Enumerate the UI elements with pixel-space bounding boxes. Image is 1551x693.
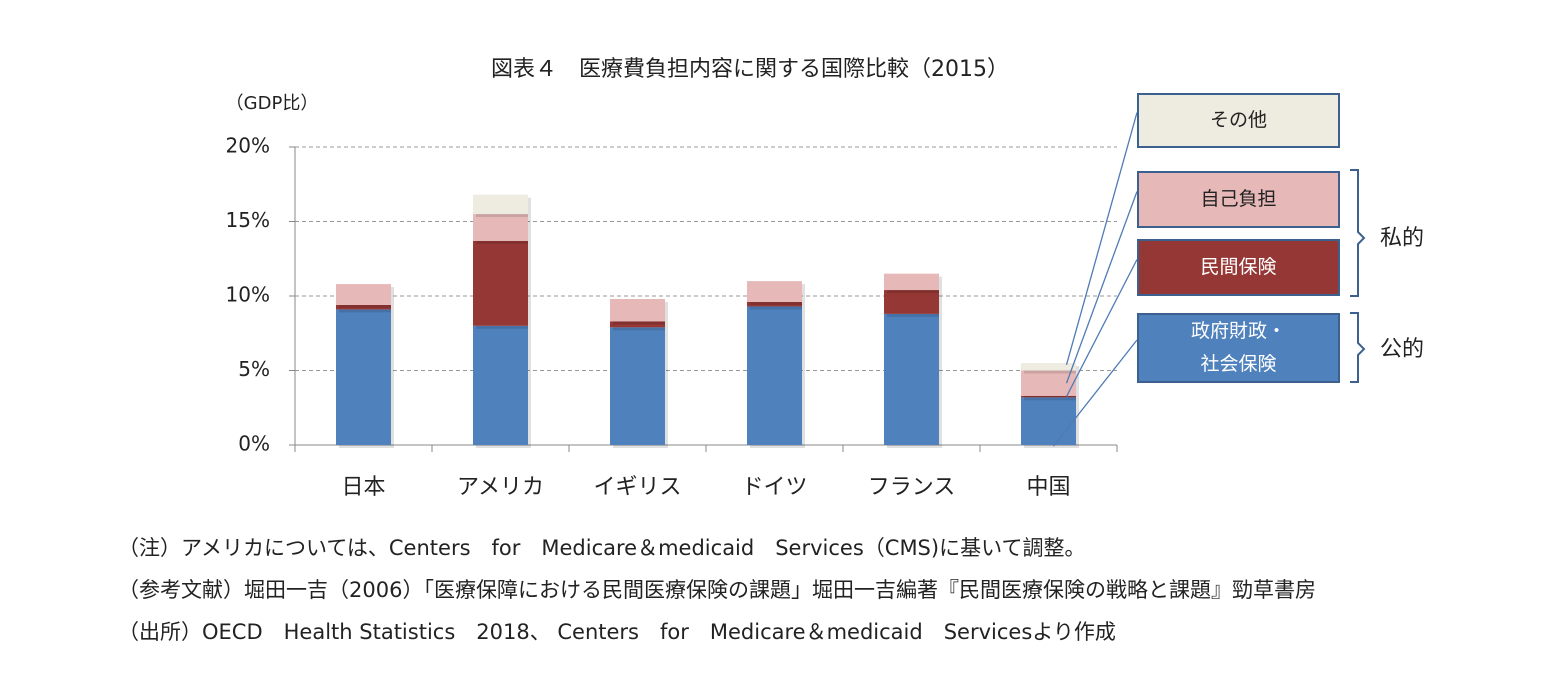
- group-label: 公的: [1380, 337, 1424, 362]
- legend-label: 自己負担: [1200, 188, 1277, 210]
- y-tick-label: 20%: [226, 134, 270, 158]
- y-axis-label: （GDP比）: [226, 93, 319, 114]
- bar-segment: [473, 214, 528, 241]
- legend-item: 自己負担: [1137, 171, 1340, 228]
- x-tick-label: フランス: [868, 475, 956, 500]
- leader-line: [1065, 112, 1138, 365]
- bar-segment: [747, 281, 802, 302]
- bracket: [1350, 169, 1366, 297]
- x-tick-label: アメリカ: [457, 475, 544, 500]
- x-tick-label: 中国: [1026, 475, 1070, 500]
- bar-segment: [747, 306, 802, 445]
- bar-segment: [610, 327, 665, 445]
- legend-label: 民間保険: [1200, 256, 1277, 278]
- legend-label: その他: [1209, 109, 1267, 131]
- leader-line: [1065, 191, 1138, 384]
- legend-item: 民間保険: [1137, 239, 1340, 296]
- group-label: 私的: [1380, 226, 1424, 251]
- bar-segment: [473, 194, 528, 215]
- bar-segment: [336, 309, 391, 445]
- bar-segment: [884, 273, 939, 291]
- y-tick-label: 15%: [226, 208, 270, 232]
- bar-segment: [473, 240, 528, 326]
- note: （注）アメリカについては、Centers for Medicare＆medica…: [118, 536, 1086, 560]
- bar-segment: [747, 301, 802, 307]
- leader-line: [1052, 339, 1138, 447]
- legend-item: その他: [1137, 93, 1340, 148]
- bar-segment: [884, 290, 939, 314]
- x-tick-label: 日本: [341, 475, 385, 500]
- bar-segment: [1021, 363, 1076, 371]
- bar-segment: [473, 325, 528, 445]
- bar-segment: [1021, 370, 1076, 396]
- bar-segment: [610, 321, 665, 328]
- note: （参考文献）堀田一吉（2006）「医療保障における民間医療保険の課題」堀田一吉編…: [118, 578, 1316, 602]
- chart-title: 図表４ 医療費負担内容に関する国際比較（2015）: [491, 57, 1009, 82]
- bar-segment: [336, 304, 391, 310]
- bar-shadow: [613, 324, 668, 331]
- bar-segment: [884, 313, 939, 445]
- bar-segment: [1021, 397, 1076, 445]
- x-tick-label: イギリス: [593, 475, 681, 500]
- y-tick-label: 5%: [238, 357, 270, 381]
- y-tick-label: 0%: [238, 432, 270, 456]
- legend-label: 政府財政・社会保険: [1190, 320, 1286, 375]
- bar-segment: [1021, 395, 1076, 398]
- legend-item: 政府財政・社会保険: [1137, 313, 1340, 383]
- bar-shadow: [1024, 398, 1079, 401]
- bar-shadow: [339, 307, 394, 313]
- y-tick-label: 10%: [226, 283, 270, 307]
- x-tick-label: ドイツ: [741, 475, 807, 500]
- note: （出所）OECD Health Statistics 2018、 Centers…: [118, 620, 1116, 644]
- bar-segment: [610, 298, 665, 322]
- leader-line: [1065, 259, 1138, 397]
- bar-shadow: [750, 304, 805, 310]
- bar-segment: [336, 284, 391, 305]
- bracket: [1350, 312, 1366, 383]
